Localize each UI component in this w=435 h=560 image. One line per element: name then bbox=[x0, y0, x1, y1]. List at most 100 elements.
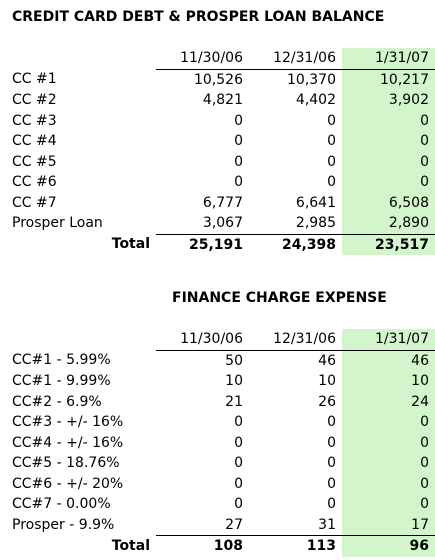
row-label: CC #4 bbox=[12, 133, 57, 149]
data-row: CC#1 - 5.99% 50 46 46 bbox=[8, 350, 435, 371]
total-value: 108 bbox=[156, 535, 249, 557]
row-label: CC #3 bbox=[12, 112, 57, 129]
cell-value: 10,217 bbox=[342, 69, 435, 90]
cell-value: 0 bbox=[234, 133, 243, 149]
cell-value: 0 bbox=[327, 174, 336, 190]
data-row: CC#3 - +/- 16% 0 0 0 bbox=[8, 412, 435, 433]
total-value: 96 bbox=[342, 535, 435, 557]
total-row: Total 25,191 24,398 23,517 bbox=[8, 233, 435, 255]
cell-value: 0 bbox=[234, 414, 243, 430]
total-value: 113 bbox=[249, 535, 342, 557]
cell-value: 0 bbox=[234, 153, 243, 170]
header-blank bbox=[8, 329, 156, 350]
cell-value: 2,985 bbox=[295, 215, 336, 231]
data-row: CC #6 0 0 0 bbox=[8, 172, 435, 193]
total-value: 25,191 bbox=[156, 233, 249, 255]
data-row: Prosper Loan 3,067 2,985 2,890 bbox=[8, 213, 435, 234]
data-row: CC #7 6,777 6,641 6,508 bbox=[8, 192, 435, 213]
row-label: CC #7 bbox=[12, 194, 57, 211]
header-row: 11/30/06 12/31/06 1/31/07 bbox=[8, 48, 435, 70]
row-label: CC#5 - 18.76% bbox=[12, 455, 120, 471]
cell-value: 3,067 bbox=[202, 215, 243, 231]
cell-value: 0 bbox=[234, 455, 243, 471]
cell-value: 17 bbox=[342, 514, 435, 536]
data-row: CC #4 0 0 0 bbox=[8, 131, 435, 152]
data-table: 11/30/06 12/31/06 1/31/07 CC#1 - 5.99% 50 46 4… bbox=[8, 329, 435, 557]
total-row: Total 108 113 96 bbox=[8, 535, 435, 557]
cell-value: 0 bbox=[327, 455, 336, 471]
row-label: CC #2 bbox=[12, 92, 57, 108]
data-table: 11/30/06 12/31/06 1/31/07 CC #1 10,526 10,370… bbox=[8, 48, 435, 255]
cell-value: 2,890 bbox=[342, 213, 435, 234]
cell-value: 6,508 bbox=[342, 192, 435, 213]
cell-value: 0 bbox=[342, 151, 435, 172]
data-row: CC #5 0 0 0 bbox=[8, 151, 435, 172]
cell-value: 21 bbox=[225, 393, 243, 410]
column-header: 11/30/06 bbox=[156, 329, 249, 351]
cell-value: 0 bbox=[234, 434, 243, 451]
data-row: CC#7 - 0.00% 0 0 0 bbox=[8, 494, 435, 515]
data-row: CC #3 0 0 0 bbox=[8, 110, 435, 131]
row-label: CC#2 - 6.9% bbox=[12, 393, 102, 410]
cell-value: 0 bbox=[327, 496, 336, 512]
total-value: 24,398 bbox=[249, 233, 342, 255]
row-label: CC #5 bbox=[12, 153, 57, 170]
cell-value: 0 bbox=[342, 473, 435, 494]
header-blank bbox=[8, 48, 156, 69]
column-header: 1/31/07 bbox=[342, 48, 435, 70]
cell-value: 10,370 bbox=[287, 71, 336, 88]
column-header: 11/30/06 bbox=[156, 48, 249, 70]
row-label: CC#3 - +/- 16% bbox=[12, 414, 124, 430]
cell-value: 31 bbox=[318, 516, 336, 533]
cell-value: 6,641 bbox=[295, 194, 336, 211]
cell-value: 0 bbox=[327, 434, 336, 451]
column-header: 12/31/06 bbox=[249, 329, 342, 351]
row-label: Prosper - 9.9% bbox=[12, 516, 115, 533]
total-label: Total bbox=[111, 537, 150, 554]
row-label: CC #6 bbox=[12, 174, 57, 190]
cell-value: 24 bbox=[342, 391, 435, 412]
cell-value: 10 bbox=[225, 373, 243, 389]
cell-value: 4,821 bbox=[202, 92, 243, 108]
table-title: CREDIT CARD DEBT & PROSPER LOAN BALANCE bbox=[12, 9, 385, 25]
data-row: CC #2 4,821 4,402 3,902 bbox=[8, 90, 435, 111]
data-row: CC#6 - +/- 20% 0 0 0 bbox=[8, 473, 435, 494]
cell-value: 0 bbox=[342, 110, 435, 131]
cell-value: 0 bbox=[327, 112, 336, 129]
cell-value: 10 bbox=[318, 373, 336, 389]
column-header: 12/31/06 bbox=[249, 48, 342, 70]
header-row: 11/30/06 12/31/06 1/31/07 bbox=[8, 329, 435, 351]
cell-value: 0 bbox=[327, 414, 336, 430]
row-label: CC#4 - +/- 16% bbox=[12, 434, 124, 451]
cell-value: 0 bbox=[342, 412, 435, 433]
data-row: CC#1 - 9.99% 10 10 10 bbox=[8, 371, 435, 392]
cell-value: 0 bbox=[234, 112, 243, 129]
cell-value: 0 bbox=[342, 131, 435, 152]
row-label: CC#1 - 9.99% bbox=[12, 373, 111, 389]
row-label: CC#6 - +/- 20% bbox=[12, 475, 124, 492]
cell-value: 0 bbox=[327, 153, 336, 170]
total-value: 23,517 bbox=[342, 233, 435, 255]
cell-value: 0 bbox=[342, 172, 435, 193]
table-title: FINANCE CHARGE EXPENSE bbox=[172, 290, 387, 306]
data-row: CC#4 - +/- 16% 0 0 0 bbox=[8, 432, 435, 453]
cell-value: 0 bbox=[342, 432, 435, 453]
data-row: CC #1 10,526 10,370 10,217 bbox=[8, 69, 435, 90]
row-label: Prosper Loan bbox=[12, 215, 103, 232]
row-label: CC#1 - 5.99% bbox=[12, 352, 111, 369]
row-label: CC#7 - 0.00% bbox=[12, 496, 111, 512]
cell-value: 0 bbox=[342, 453, 435, 474]
data-row: CC#2 - 6.9% 21 26 24 bbox=[8, 391, 435, 412]
cell-value: 10 bbox=[342, 371, 435, 392]
cell-value: 4,402 bbox=[295, 92, 336, 108]
column-header: 1/31/07 bbox=[342, 329, 435, 351]
cell-value: 0 bbox=[327, 133, 336, 149]
cell-value: 10,526 bbox=[194, 71, 243, 88]
total-label: Total bbox=[111, 236, 150, 253]
cell-value: 0 bbox=[342, 494, 435, 515]
cell-value: 46 bbox=[318, 352, 336, 369]
row-label: CC #1 bbox=[12, 71, 57, 88]
cell-value: 27 bbox=[225, 516, 243, 533]
cell-value: 0 bbox=[234, 475, 243, 492]
